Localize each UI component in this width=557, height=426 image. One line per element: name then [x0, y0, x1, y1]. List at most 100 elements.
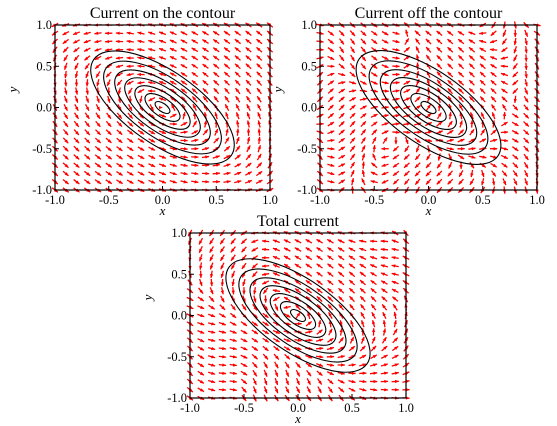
field-arrow: [116, 120, 123, 128]
field-arrow: [261, 264, 270, 268]
field-arrow: [115, 31, 124, 35]
field-arrow: [370, 279, 377, 286]
field-arrow: [274, 377, 279, 386]
field-arrow: [262, 345, 269, 352]
field-arrow: [223, 171, 231, 176]
field-arrow: [252, 386, 257, 394]
field-arrow: [149, 104, 155, 112]
field-arrow: [127, 87, 133, 95]
field-arrow: [337, 255, 345, 261]
field-arrow: [137, 64, 145, 68]
x-axis-label: x: [294, 411, 301, 426]
contour-line: [114, 69, 211, 146]
field-arrow: [425, 38, 432, 45]
y-tick-label: -0.5: [167, 350, 187, 364]
x-tick-label: -1.0: [310, 193, 330, 207]
field-arrow: [95, 120, 101, 128]
field-arrow: [126, 154, 134, 160]
field-arrow: [84, 137, 91, 144]
field-arrow: [372, 153, 377, 161]
field-arrow: [523, 161, 529, 169]
field-arrow: [257, 112, 262, 120]
field-arrow: [338, 163, 346, 168]
field-arrow: [213, 95, 219, 103]
field-arrow: [403, 46, 410, 53]
field-arrow: [523, 95, 529, 103]
field-arrow: [501, 104, 507, 111]
field-arrow: [359, 363, 367, 367]
field-arrow: [425, 30, 432, 37]
field-arrow: [257, 120, 261, 128]
field-arrow: [348, 287, 356, 294]
field-arrow: [158, 138, 167, 143]
field-arrow: [84, 154, 91, 160]
field-arrow: [360, 120, 367, 128]
field-arrow: [380, 354, 388, 359]
field-arrow: [490, 71, 497, 78]
x-axis-label: x: [159, 203, 166, 218]
field-arrow: [240, 346, 248, 351]
field-arrow: [436, 71, 443, 78]
field-arrow: [105, 154, 113, 160]
field-arrow: [468, 31, 476, 36]
field-arrow: [213, 79, 220, 86]
field-arrow: [359, 263, 367, 269]
field-arrow: [169, 155, 178, 159]
field-arrow: [425, 178, 432, 185]
field-arrow: [235, 103, 241, 111]
contour-line: [259, 285, 337, 346]
field-arrow: [468, 96, 475, 103]
field-arrow: [116, 146, 123, 152]
field-arrow: [218, 330, 227, 334]
field-arrow: [491, 104, 497, 111]
field-arrow: [501, 47, 508, 53]
field-arrow: [339, 46, 345, 54]
field-arrow: [511, 138, 519, 143]
field-arrow: [191, 96, 198, 103]
field-arrow: [369, 263, 378, 269]
field-arrow: [126, 146, 134, 152]
field-arrow: [245, 171, 253, 176]
y-axis-label: y: [270, 86, 285, 94]
field-arrow: [198, 245, 203, 254]
field-arrow: [491, 178, 496, 186]
panel-title: Total current: [257, 213, 340, 230]
field-arrow: [490, 96, 497, 103]
field-arrow: [180, 130, 188, 134]
field-arrow: [158, 146, 167, 151]
field-arrow: [459, 111, 463, 120]
field-arrow: [158, 31, 167, 36]
field-arrow: [338, 279, 345, 286]
field-arrow: [137, 179, 145, 184]
field-arrow: [391, 272, 399, 276]
field-arrow: [240, 378, 248, 385]
field-arrow: [500, 72, 509, 77]
field-arrow: [62, 30, 70, 36]
field-arrow: [359, 295, 366, 303]
field-arrow: [191, 138, 199, 143]
field-arrow: [337, 371, 346, 375]
field-arrow: [180, 180, 188, 184]
field-arrow: [348, 247, 356, 252]
field-arrow: [327, 147, 335, 151]
field-arrow: [327, 96, 334, 103]
field-arrow: [251, 337, 259, 343]
field-arrow: [382, 328, 386, 336]
field-arrow: [436, 121, 443, 127]
field-arrow: [63, 104, 69, 112]
field-arrow: [214, 128, 219, 136]
field-arrow: [147, 64, 156, 68]
field-arrow: [105, 170, 113, 177]
field-arrow: [369, 247, 378, 252]
field-arrow: [381, 288, 388, 294]
field-arrow: [338, 129, 345, 136]
field-arrow: [447, 54, 454, 62]
field-arrow: [63, 54, 69, 62]
field-arrow: [490, 129, 497, 136]
field-arrow: [224, 79, 230, 86]
panel-1: Current on the contour -1.0-1.0 -0.5 -0.5 0.…: [5, 5, 278, 218]
field-arrow: [148, 154, 156, 160]
field-arrow: [294, 279, 302, 286]
field-arrow: [262, 287, 269, 295]
field-arrow: [197, 346, 205, 351]
